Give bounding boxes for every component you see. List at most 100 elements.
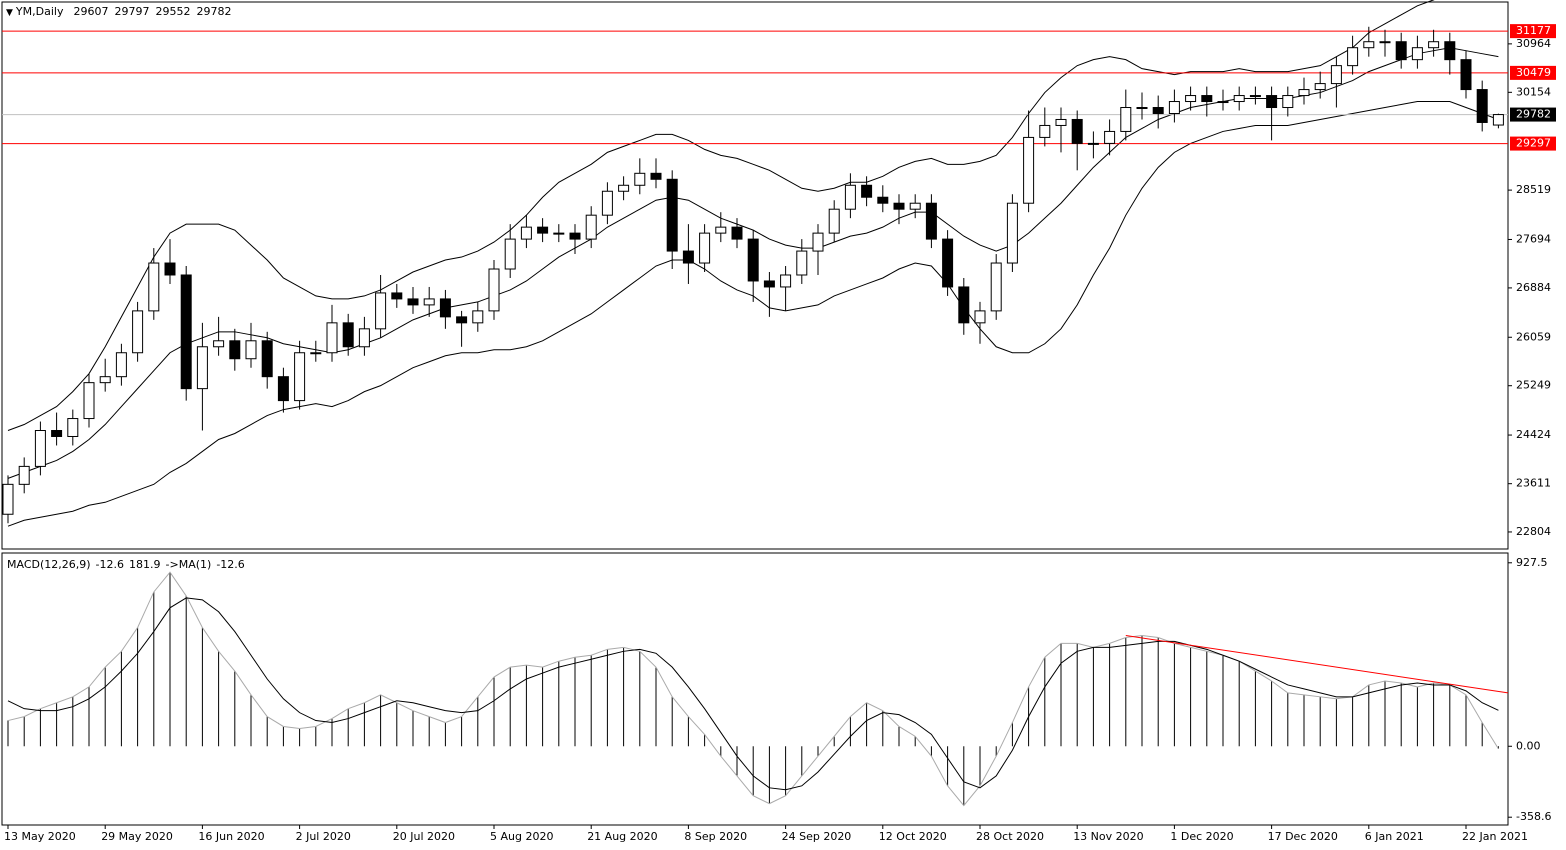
macd-signal	[7, 597, 1499, 791]
current-price-box	[1510, 107, 1556, 122]
candle-body	[18, 465, 30, 485]
macd-histogram-outline	[7, 571, 1499, 807]
candle-body	[974, 310, 986, 324]
level-label-box	[1510, 65, 1556, 80]
y-tick-label: 22804	[1516, 525, 1551, 538]
candle-body	[666, 178, 678, 252]
candle-body	[261, 340, 273, 378]
macd-label: MACD(12,26,9)	[7, 558, 91, 571]
level-label-box	[1510, 136, 1556, 151]
candle-body	[1233, 95, 1245, 103]
candle-body	[1347, 47, 1359, 67]
candle-body	[34, 430, 46, 467]
candle-body	[1444, 41, 1456, 61]
x-tick-label: 8 Sep 2020	[684, 830, 747, 843]
candle-body	[1249, 95, 1261, 98]
candle-body	[1266, 95, 1278, 109]
candle-body	[1152, 107, 1164, 114]
open-value: 29607	[73, 5, 108, 18]
candle-body	[1136, 107, 1148, 110]
candle-body	[1055, 118, 1067, 126]
macd-y-tick-label: -358.6	[1516, 810, 1551, 823]
macd-frame	[1, 552, 1509, 826]
y-tick-label: 23611	[1516, 477, 1551, 490]
signal-value: 181.9	[129, 558, 161, 571]
candle-body	[51, 430, 63, 437]
candle-body	[537, 226, 549, 234]
candle-body	[310, 352, 322, 355]
candle-body	[1476, 89, 1488, 123]
x-tick-label: 20 Jul 2020	[393, 830, 455, 843]
x-tick-label: 2 Jul 2020	[296, 830, 351, 843]
y-tick-label: 30154	[1516, 85, 1551, 98]
candle-body	[812, 232, 824, 252]
chart-header: ▼ YM,Daily 29607 29797 29552 29782	[6, 5, 231, 18]
candle-body	[164, 262, 176, 276]
candle-body	[180, 274, 192, 390]
candle-body	[1120, 107, 1132, 132]
candle-body	[909, 202, 921, 210]
candle-body	[1428, 41, 1440, 49]
macd-value: -12.6	[96, 558, 124, 571]
signal-label: ->MA(1)	[166, 558, 212, 571]
candle-body	[828, 208, 840, 234]
signal-ma-value: -12.6	[216, 558, 244, 571]
x-tick-label: 5 Aug 2020	[490, 830, 553, 843]
candle-body	[699, 232, 711, 264]
x-tick-label: 13 May 2020	[4, 830, 76, 843]
x-tick-label: 29 May 2020	[101, 830, 173, 843]
candle-body	[618, 184, 630, 192]
y-tick-label: 24424	[1516, 428, 1551, 441]
candle-body	[1168, 101, 1180, 114]
candle-body	[796, 250, 808, 276]
candle-body	[1411, 47, 1423, 61]
candle-body	[1330, 65, 1342, 85]
candle-body	[650, 172, 662, 180]
candle-body	[1006, 202, 1018, 264]
candle-body	[958, 286, 970, 324]
candle-body	[1298, 89, 1310, 97]
candle-body	[2, 483, 14, 515]
y-tick-label: 27694	[1516, 232, 1551, 245]
candle-body	[1492, 114, 1504, 126]
candle-body	[148, 262, 160, 312]
candle-body	[844, 184, 856, 210]
y-tick-label: 25249	[1516, 379, 1551, 392]
candle-body	[861, 184, 873, 198]
candle-body	[585, 214, 597, 240]
candle-body	[1023, 136, 1035, 204]
candle-body	[391, 292, 403, 300]
candle-body	[132, 310, 144, 354]
y-tick-label: 26059	[1516, 330, 1551, 343]
candle-body	[925, 202, 937, 240]
candle-body	[407, 298, 419, 306]
candle-body	[1379, 41, 1391, 44]
candle-body	[682, 250, 694, 264]
candle-body	[1460, 59, 1472, 91]
candle-body	[1217, 101, 1229, 104]
candle-body	[520, 226, 532, 240]
x-tick-label: 16 Jun 2020	[198, 830, 264, 843]
candle-body	[423, 298, 435, 306]
candle-body	[780, 274, 792, 288]
candle-body	[569, 232, 581, 240]
level-label: 29297	[1516, 137, 1551, 150]
candle-body	[358, 328, 370, 348]
x-tick-label: 1 Dec 2020	[1170, 830, 1233, 843]
candle-body	[229, 340, 241, 360]
high-value: 29797	[114, 5, 149, 18]
candle-body	[213, 340, 225, 348]
main-frame	[1, 1, 1509, 550]
candle-body	[893, 202, 905, 210]
candle-body	[990, 262, 1002, 312]
candle-body	[375, 292, 387, 330]
candle-body	[747, 238, 759, 282]
candle-body	[83, 382, 95, 420]
candle-body	[942, 238, 954, 288]
macd-trendline	[1125, 634, 1509, 694]
candle-body	[196, 346, 208, 390]
x-tick-label: 21 Aug 2020	[587, 830, 657, 843]
level-label-box	[1510, 24, 1556, 39]
candle-body	[877, 196, 889, 204]
